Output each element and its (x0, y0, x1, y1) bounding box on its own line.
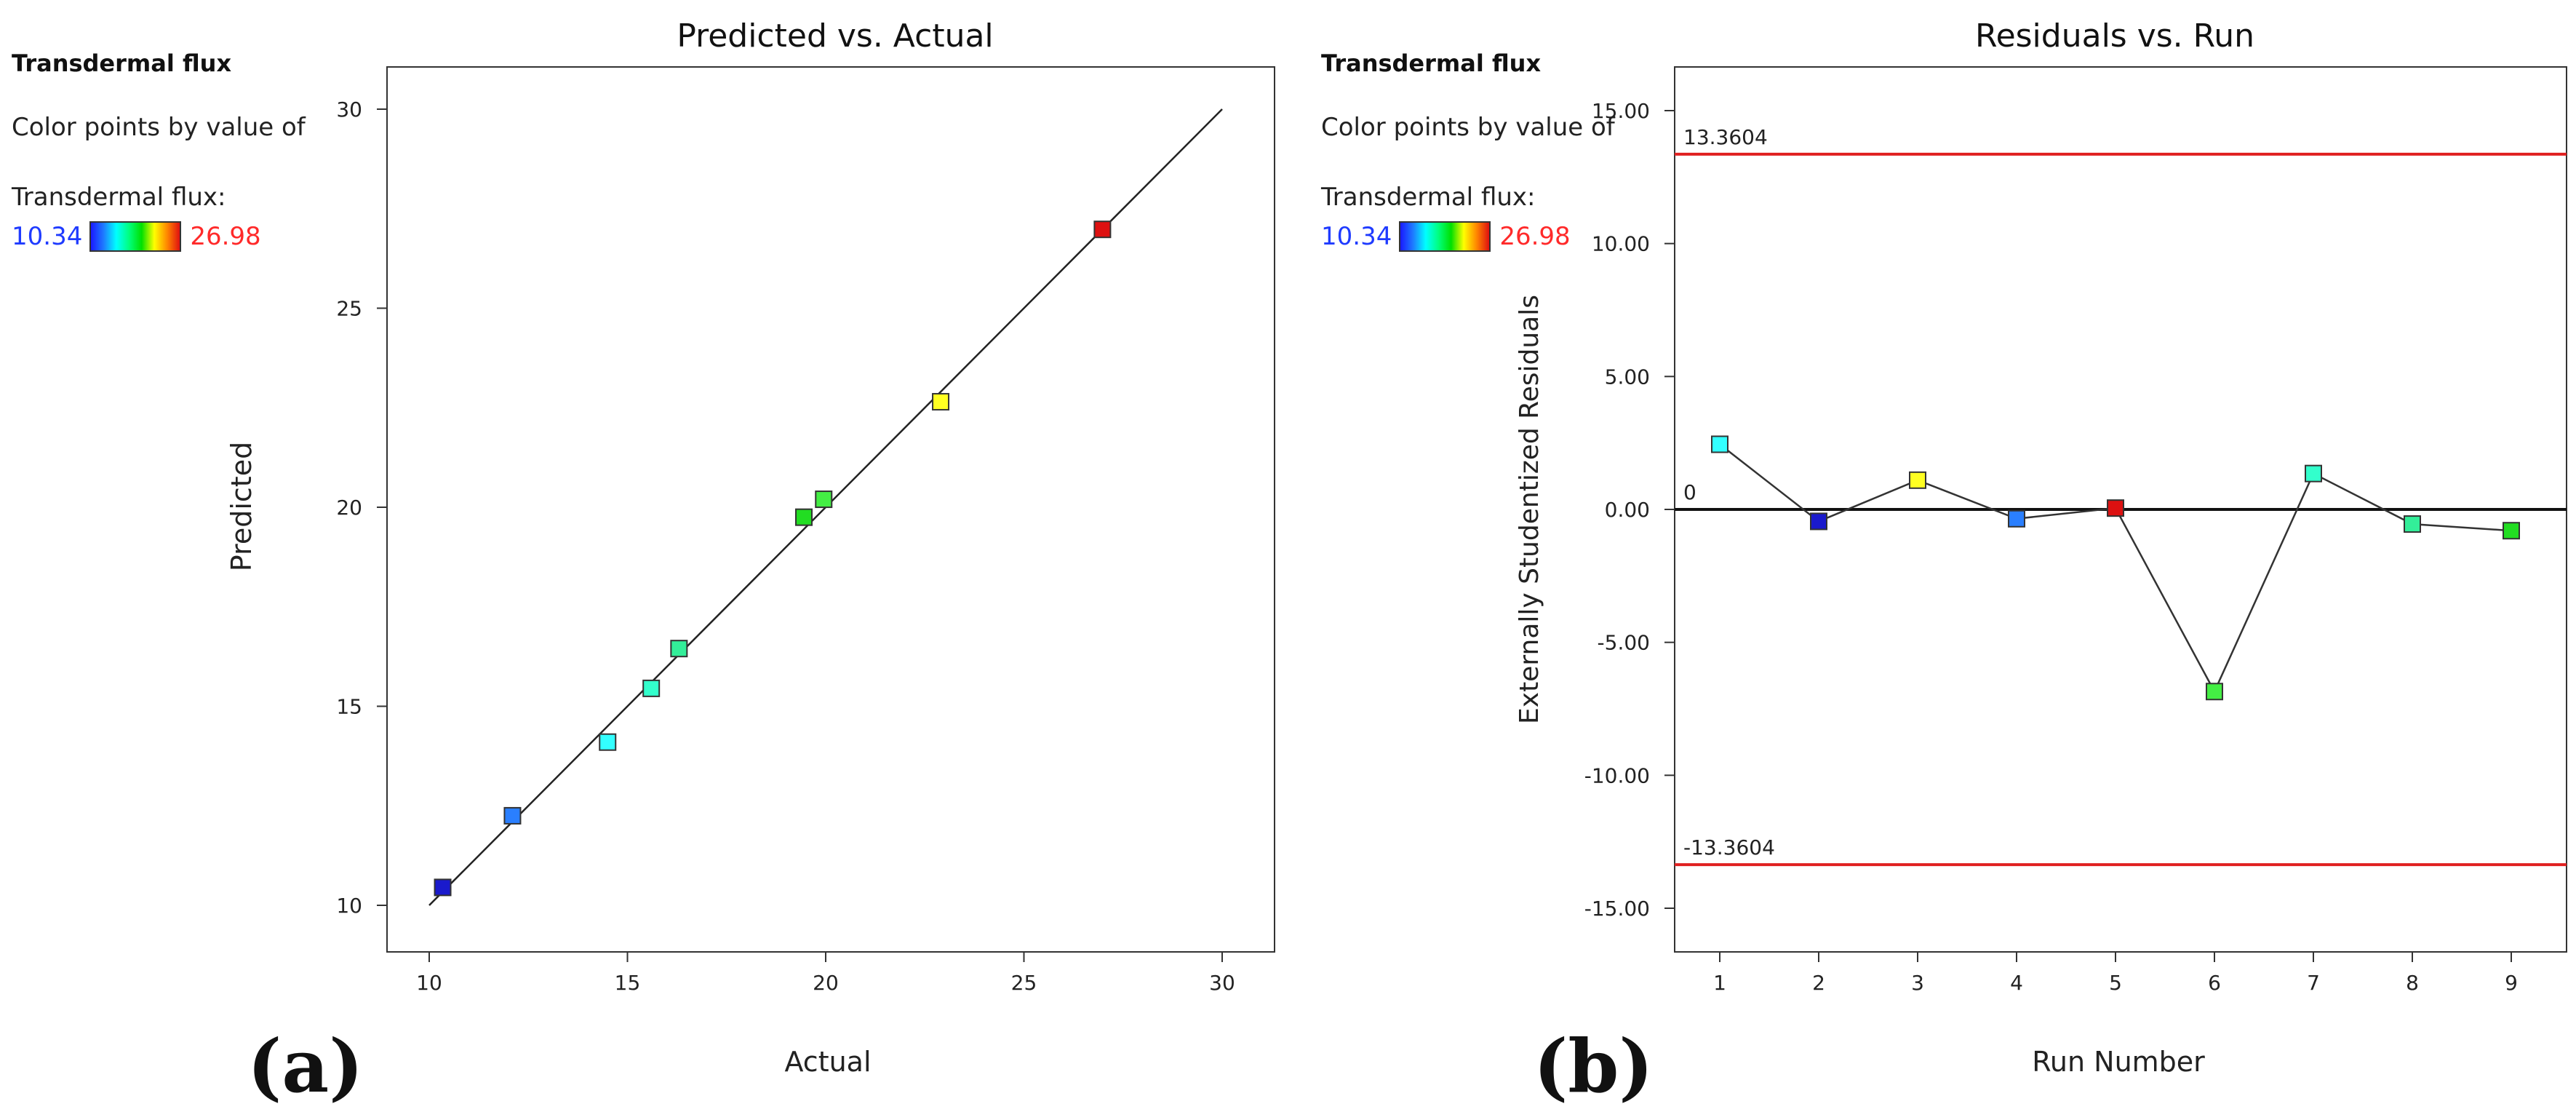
legend-b-colorscale-row: 10.34 26.98 (1321, 221, 1627, 252)
x-tick-label: 2 (1812, 971, 1825, 995)
data-point (1810, 512, 1827, 531)
legend-b-min-value: 10.34 (1321, 222, 1392, 251)
chart-b-series-line (1719, 443, 2512, 694)
panel-a-legend: Transdermal flux Color points by value o… (12, 49, 317, 252)
y-tick-label: 15 (336, 695, 362, 719)
y-tick-label: 5.00 (1605, 365, 1650, 389)
data-point (599, 733, 617, 751)
chart-a-title: Predicted vs. Actual (677, 17, 993, 55)
data-point (2503, 522, 2520, 540)
chart-b-upper-limit-label: 13.3604 (1683, 125, 1768, 149)
chart-a-points (434, 221, 1112, 897)
chart-a-ylabel: Predicted (226, 442, 258, 571)
y-tick-label: 20 (336, 496, 362, 520)
legend-a-colorscale-bar (89, 221, 182, 252)
legend-a-title: Transdermal flux (12, 49, 232, 77)
y-tick-label: 10.00 (1592, 232, 1650, 256)
x-tick-label: 1 (1713, 971, 1726, 995)
chart-a-plot-area (386, 66, 1275, 953)
chart-b-lower-limit-label: -13.3604 (1683, 835, 1775, 859)
legend-a-description-line2: Transdermal flux: (12, 183, 226, 212)
x-tick-label: 9 (2505, 971, 2518, 995)
data-point (434, 878, 452, 897)
data-point (503, 806, 522, 825)
legend-a-description-line1: Color points by value of (12, 113, 306, 142)
legend-b-colorscale-bar (1399, 221, 1491, 252)
x-tick-label: 15 (615, 971, 641, 995)
y-tick-label: -15.00 (1584, 897, 1650, 921)
y-tick-label: 15.00 (1592, 99, 1650, 123)
data-point (642, 679, 661, 697)
legend-a-colorscale-row: 10.34 26.98 (12, 221, 317, 252)
x-tick-label: 6 (2208, 971, 2221, 995)
x-tick-label: 8 (2406, 971, 2419, 995)
chart-b-zero-label: 0 (1683, 480, 1696, 504)
data-point (932, 393, 950, 411)
y-tick-label: 30 (336, 98, 362, 122)
y-tick-label: -10.00 (1584, 763, 1650, 787)
chart-a-xlabel: Actual (784, 1046, 871, 1078)
data-point (2404, 515, 2421, 533)
data-point (2008, 509, 2025, 528)
x-tick-label: 10 (416, 971, 442, 995)
data-point (2305, 464, 2322, 482)
legend-b-title: Transdermal flux (1321, 49, 1542, 77)
x-tick-label: 20 (813, 971, 839, 995)
data-point (2206, 683, 2223, 701)
x-tick-label: 7 (2307, 971, 2320, 995)
legend-b-description-line1: Color points by value of (1321, 113, 1615, 142)
chart-b-ylabel: Externally Studentized Residuals (1515, 295, 1544, 724)
data-point (670, 640, 688, 658)
panel-b-legend: Transdermal flux Color points by value o… (1321, 49, 1627, 252)
chart-b-xlabel: Run Number (2032, 1046, 2205, 1078)
legend-a-min-value: 10.34 (12, 222, 83, 251)
y-tick-label: 10 (336, 894, 362, 918)
legend-a-max-value: 26.98 (190, 222, 261, 251)
y-tick-label: 25 (336, 297, 362, 321)
x-tick-label: 25 (1011, 971, 1037, 995)
x-tick-label: 5 (2109, 971, 2122, 995)
y-tick-label: 0.00 (1605, 498, 1650, 522)
data-point (1711, 435, 1728, 453)
chart-b-ticks: 1 2 3 4 5 6 7 8 9 15.00 10.00 5.00 0.00 -5.00 -10.00 -1… (1584, 99, 2518, 995)
data-point (1093, 221, 1112, 239)
panel-a-label: (a) (247, 1023, 363, 1109)
x-tick-label: 30 (1209, 971, 1235, 995)
data-point (2107, 499, 2124, 517)
legend-b-max-value: 26.98 (1499, 222, 1571, 251)
y-tick-label: -5.00 (1598, 631, 1650, 655)
chart-a-ticks: 10 15 20 25 30 10 15 20 25 30 (336, 98, 1235, 995)
panel-b-label: (b) (1534, 1023, 1654, 1109)
panel-b-chart: Residuals vs. Run 1 2 3 4 5 6 7 8 9 15.00 10.00 5.0… (1515, 17, 2567, 1109)
chart-b-points (1711, 435, 2520, 701)
x-tick-label: 4 (2010, 971, 2023, 995)
data-point (795, 508, 813, 526)
data-point (1909, 471, 1926, 489)
panel-a-chart: Predicted vs. Actual 10 15 20 25 30 10 15 20 25 3… (226, 17, 1275, 1109)
legend-b-description-line2: Transdermal flux: (1321, 183, 1536, 212)
x-tick-label: 3 (1911, 971, 1924, 995)
data-point (815, 491, 833, 509)
chart-b-title: Residuals vs. Run (1975, 17, 2254, 55)
